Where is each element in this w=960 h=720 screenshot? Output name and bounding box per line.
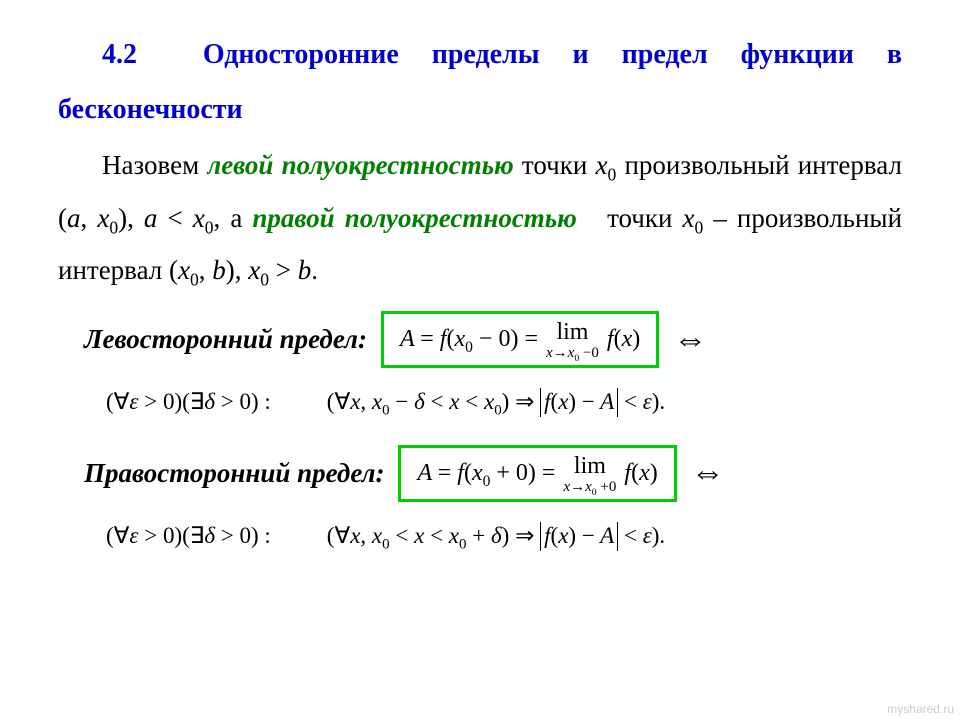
left-limit-row: Левосторонний предел: A = f(x0 − 0) = li… <box>58 311 902 368</box>
left-limit-formula-box: A = f(x0 − 0) = limx→x0 −0 f(x) <box>381 311 659 368</box>
right-condition-body: (∀x, x0 < x < x0 + δ) ⇒ f(x) − A < ε). <box>327 522 665 551</box>
left-condition-body: (∀x, x0 − δ < x < x0) ⇒ f(x) − A < ε). <box>327 388 665 417</box>
iff-icon: ⇔ <box>691 454 725 492</box>
watermark: myshared.ru <box>887 702 954 716</box>
right-limit-formula: A = f(x0 + 0) = limx→x0 +0 f(x) <box>417 454 657 495</box>
right-limit-formula-box: A = f(x0 + 0) = limx→x0 +0 f(x) <box>398 445 676 502</box>
iff-icon: ⇔ <box>673 321 707 359</box>
quantifier-prefix: (∀ε > 0)(∃δ > 0) : <box>106 523 271 549</box>
left-limit-formula: A = f(x0 − 0) = limx→x0 −0 f(x) <box>400 320 640 361</box>
left-limit-condition: (∀ε > 0)(∃δ > 0) : (∀x, x0 − δ < x < x0)… <box>58 388 902 417</box>
left-limit-label: Левосторонний предел: <box>58 324 367 355</box>
right-limit-row: Правосторонний предел: A = f(x0 + 0) = l… <box>58 445 902 502</box>
definition-paragraph: Назовем левой полуокрестностью точки x0 … <box>58 139 902 297</box>
right-limit-condition: (∀ε > 0)(∃δ > 0) : (∀x, x0 < x < x0 + δ)… <box>58 522 902 551</box>
quantifier-prefix: (∀ε > 0)(∃δ > 0) : <box>106 389 271 415</box>
right-limit-label: Правосторонний предел: <box>58 458 384 489</box>
slide-content: 4.2 Односторонние пределы и предел функц… <box>0 0 960 720</box>
section-heading: 4.2 Односторонние пределы и предел функц… <box>58 28 902 137</box>
